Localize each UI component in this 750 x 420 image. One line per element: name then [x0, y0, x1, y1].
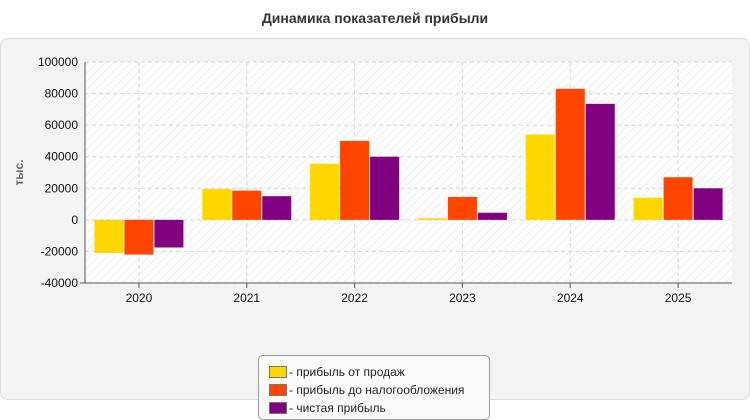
bar	[633, 197, 663, 220]
x-tick-label: 2022	[341, 291, 368, 305]
bars	[94, 88, 723, 255]
legend-item: - чистая прибыль	[269, 399, 479, 417]
bar	[94, 219, 124, 254]
bar	[232, 190, 262, 220]
grid-lines	[85, 61, 732, 283]
bar	[124, 219, 154, 255]
chart-panel: 100000 80000 60000 40000 20000 0 -20000 -40000 2…	[0, 38, 750, 420]
bar	[370, 156, 400, 220]
x-tick-label: 2024	[557, 291, 584, 305]
y-tick-label: 40000	[45, 150, 79, 164]
bar	[693, 188, 723, 220]
bar	[340, 140, 370, 220]
bar	[525, 134, 555, 220]
y-tick-label: 100000	[38, 55, 78, 69]
y-tick-label: -40000	[41, 276, 79, 290]
bar	[447, 196, 477, 220]
y-tick-label: 0	[71, 213, 78, 227]
bar	[262, 196, 292, 220]
y-axis-label: тыс.	[12, 159, 26, 185]
bar	[477, 212, 507, 220]
chart-title: Динамика показателей прибыли	[261, 10, 489, 26]
y-tick-label: 80000	[45, 87, 79, 101]
legend-swatch	[269, 384, 287, 396]
bar	[202, 189, 232, 220]
y-tick-label: 60000	[45, 118, 79, 132]
x-tick-label: 2023	[449, 291, 476, 305]
bar	[555, 88, 585, 220]
legend-swatch	[269, 402, 287, 414]
bar	[417, 218, 447, 220]
legend-item: - прибыль от продаж	[269, 363, 479, 381]
legend: - прибыль от продаж - прибыль до налогооб…	[258, 355, 490, 420]
x-tick-label: 2020	[126, 291, 153, 305]
bar	[663, 177, 693, 220]
legend-label: - чистая прибыль	[289, 401, 386, 415]
bar-chart: 100000 80000 60000 40000 20000 0 -20000 -40000 2…	[12, 55, 732, 305]
y-tick-label: -20000	[41, 244, 79, 258]
y-tick-label: 20000	[45, 181, 79, 195]
legend-label: - прибыль до налогообложения	[289, 383, 465, 397]
bar	[310, 163, 340, 220]
x-tick-label: 2025	[665, 291, 692, 305]
x-tick-label: 2021	[233, 291, 260, 305]
axes: 100000 80000 60000 40000 20000 0 -20000 -40000 2…	[38, 55, 732, 305]
legend-item: - прибыль до налогообложения	[269, 381, 479, 399]
plot-area	[85, 62, 732, 283]
bar	[154, 219, 184, 248]
legend-label: - прибыль от продаж	[289, 365, 405, 379]
bar	[585, 103, 615, 220]
legend-swatch	[269, 366, 287, 378]
